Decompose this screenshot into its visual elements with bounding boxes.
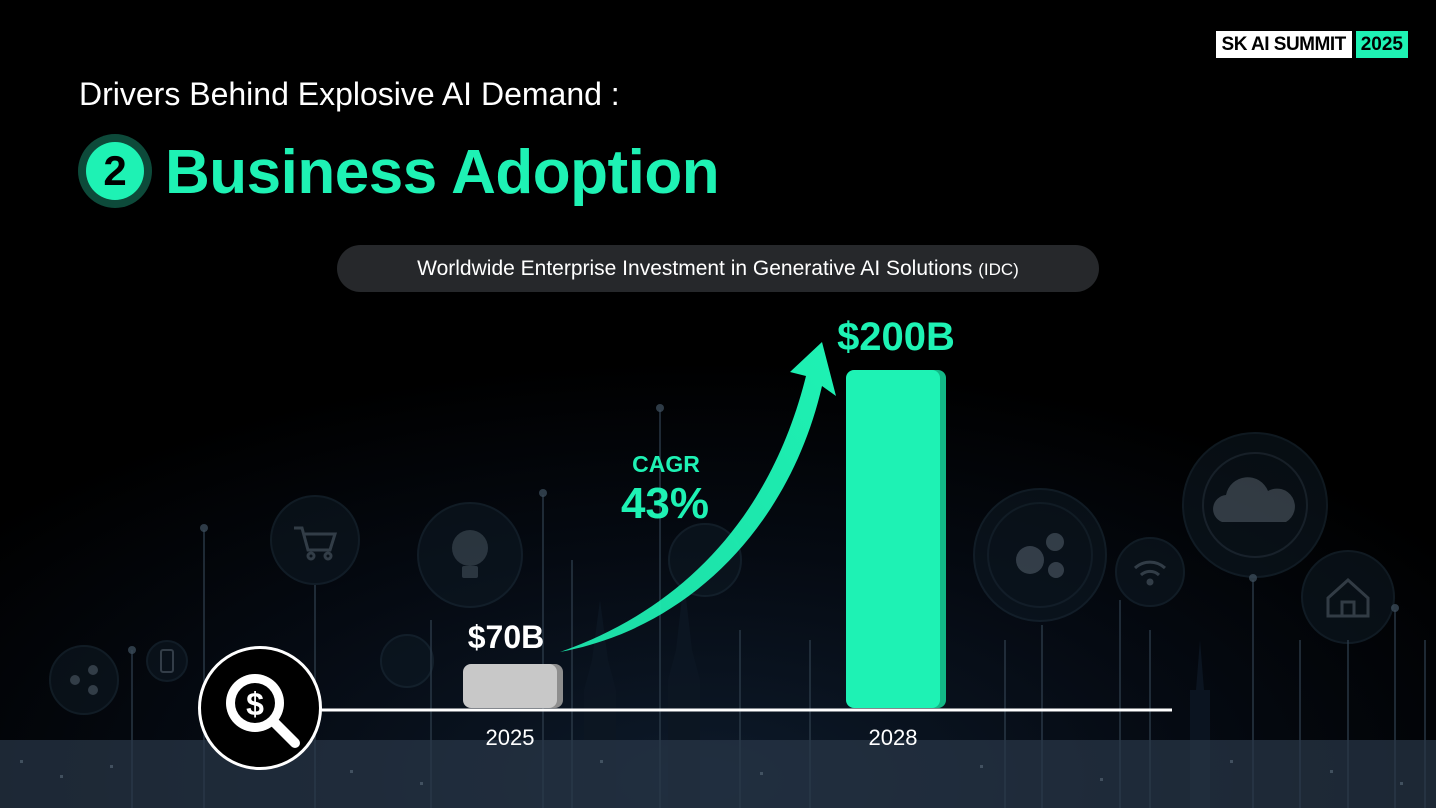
share-icon	[70, 665, 98, 695]
phone-icon	[160, 649, 174, 673]
sk-ai-summit-logo: SK AI SUMMIT 2025	[1215, 31, 1408, 58]
logo-year: 2025	[1355, 31, 1408, 58]
bulb-icon	[452, 530, 488, 578]
wifi-icon	[1133, 560, 1167, 586]
slide-title: Business Adoption	[165, 138, 720, 207]
home-icon	[1326, 577, 1370, 618]
x-tick-2028: 2028	[869, 725, 918, 750]
gears-icon	[1016, 533, 1064, 578]
value-label-2028: $200B	[837, 315, 955, 359]
x-tick-2025: 2025	[486, 725, 535, 750]
search-dollar-badge: $	[198, 646, 322, 770]
cagr-value: 43%	[621, 479, 709, 528]
section-number: 2	[86, 142, 144, 200]
section-number-badge: 2	[78, 134, 152, 208]
bar-2025	[463, 664, 557, 708]
cloud-icon	[1213, 477, 1295, 522]
cart-icon-bubble	[270, 495, 360, 585]
chip-icon-bubble	[380, 634, 434, 688]
chart-title: Worldwide Enterprise Investment in Gener…	[417, 257, 973, 280]
slide-subtitle: Drivers Behind Explosive AI Demand :	[79, 76, 620, 112]
value-label-2025: $70B	[468, 619, 545, 655]
phone-icon-bubble	[146, 640, 188, 682]
chart-source: (IDC)	[978, 260, 1019, 279]
cagr-label: CAGR	[632, 451, 700, 477]
logo-text: SK AI SUMMIT	[1215, 31, 1352, 58]
chart-title-pill: Worldwide Enterprise Investment in Gener…	[337, 245, 1099, 292]
trend-arrow-icon	[560, 342, 836, 652]
share-icon-bubble	[49, 645, 119, 715]
cart-icon	[294, 526, 338, 561]
bar-2028	[846, 370, 940, 708]
svg-text:$: $	[246, 686, 264, 722]
search-dollar-icon: $	[226, 674, 300, 748]
